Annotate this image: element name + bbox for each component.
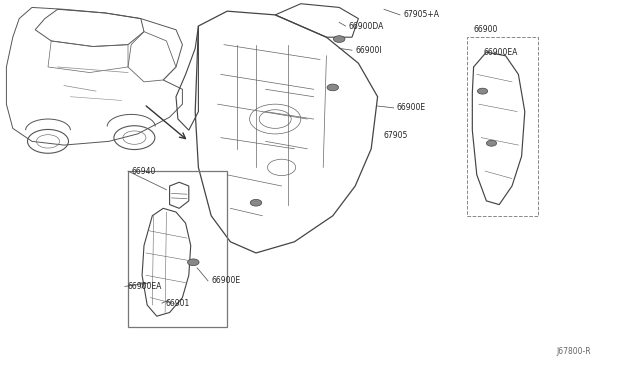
Text: 66900EA: 66900EA xyxy=(483,48,518,57)
Circle shape xyxy=(327,84,339,91)
Text: 66901: 66901 xyxy=(165,299,189,308)
Text: 66900EA: 66900EA xyxy=(128,282,163,291)
Circle shape xyxy=(250,199,262,206)
Text: 66900E: 66900E xyxy=(397,103,426,112)
Text: 66900E: 66900E xyxy=(211,276,241,285)
Text: 67905: 67905 xyxy=(384,131,408,140)
Bar xyxy=(128,171,227,327)
Text: 66900: 66900 xyxy=(474,25,498,34)
Circle shape xyxy=(477,88,488,94)
Circle shape xyxy=(486,140,497,146)
Circle shape xyxy=(188,259,199,266)
Text: J67800-R: J67800-R xyxy=(557,347,591,356)
Text: 66900I: 66900I xyxy=(355,46,382,55)
Text: 67905+A: 67905+A xyxy=(403,10,439,19)
Text: 66900DA: 66900DA xyxy=(349,22,384,31)
Text: 66940: 66940 xyxy=(131,167,156,176)
Circle shape xyxy=(333,36,345,42)
Bar xyxy=(467,37,538,216)
